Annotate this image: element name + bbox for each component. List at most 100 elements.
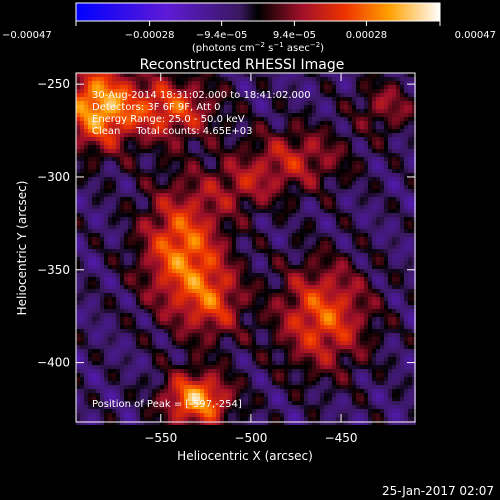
heatmap-cell	[268, 257, 272, 261]
heatmap-cell	[356, 261, 360, 265]
heatmap-cell	[124, 241, 128, 245]
heatmap-cell	[360, 217, 364, 221]
heatmap-cell	[172, 125, 176, 129]
heatmap-cell	[412, 149, 416, 153]
heatmap-cell	[192, 73, 196, 77]
heatmap-cell	[220, 209, 224, 213]
heatmap-cell	[116, 205, 120, 209]
heatmap-cell	[108, 173, 112, 177]
heatmap-cell	[276, 117, 280, 121]
heatmap-cell	[280, 133, 284, 137]
heatmap-cell	[348, 289, 352, 293]
heatmap-cell	[292, 209, 296, 213]
heatmap-cell	[400, 285, 404, 289]
heatmap-cell	[284, 273, 288, 277]
heatmap-cell	[200, 141, 204, 145]
heatmap-cell	[76, 277, 80, 281]
heatmap-cell	[352, 245, 356, 249]
heatmap-cell	[332, 165, 336, 169]
heatmap-cell	[344, 209, 348, 213]
heatmap-cell	[172, 253, 176, 257]
heatmap-cell	[184, 145, 188, 149]
heatmap-cell	[260, 229, 264, 233]
heatmap-cell	[388, 297, 392, 301]
heatmap-cell	[140, 205, 144, 209]
heatmap-cell	[356, 233, 360, 237]
heatmap-cell	[196, 277, 200, 281]
heatmap-cell	[348, 125, 352, 129]
heatmap-cell	[392, 269, 396, 273]
heatmap-cell	[204, 105, 208, 109]
heatmap-cell	[248, 213, 252, 217]
heatmap-cell	[132, 277, 136, 281]
heatmap-cell	[144, 301, 148, 305]
heatmap-cell	[332, 237, 336, 241]
heatmap-cell	[328, 153, 332, 157]
heatmap-cell	[396, 273, 400, 277]
heatmap-cell	[160, 293, 164, 297]
heatmap-cell	[408, 129, 412, 133]
heatmap-cell	[124, 89, 128, 93]
heatmap-cell	[80, 125, 84, 129]
heatmap-cell	[384, 129, 388, 133]
heatmap-cell	[112, 197, 116, 201]
heatmap-cell	[268, 113, 272, 117]
heatmap-cell	[344, 233, 348, 237]
heatmap-cell	[104, 273, 108, 277]
heatmap-cell	[364, 249, 368, 253]
heatmap-cell	[228, 101, 232, 105]
heatmap-cell	[332, 241, 336, 245]
heatmap-cell	[308, 81, 312, 85]
heatmap-cell	[268, 297, 272, 301]
heatmap-cell	[160, 229, 164, 233]
heatmap-cell	[328, 293, 332, 297]
heatmap-cell	[280, 221, 284, 225]
heatmap-cell	[380, 277, 384, 281]
heatmap-cell	[84, 297, 88, 301]
heatmap-cell	[104, 77, 108, 81]
heatmap-cell	[368, 117, 372, 121]
heatmap-cell	[240, 109, 244, 113]
heatmap-cell	[364, 209, 368, 213]
heatmap-cell	[212, 113, 216, 117]
heatmap-cell	[272, 217, 276, 221]
heatmap-cell	[84, 209, 88, 213]
heatmap-cell	[284, 129, 288, 133]
heatmap-cell	[264, 185, 268, 189]
heatmap-cell	[332, 301, 336, 305]
heatmap-cell	[284, 105, 288, 109]
heatmap-cell	[400, 241, 404, 245]
heatmap-cell	[296, 289, 300, 293]
heatmap-cell	[96, 81, 100, 85]
heatmap-cell	[132, 217, 136, 221]
heatmap-cell	[80, 297, 84, 301]
heatmap-cell	[208, 133, 212, 137]
heatmap-cell	[176, 257, 180, 261]
heatmap-cell	[184, 137, 188, 141]
heatmap-cell	[84, 197, 88, 201]
heatmap-cell	[260, 185, 264, 189]
heatmap-cell	[100, 189, 104, 193]
heatmap-cell	[300, 125, 304, 129]
heatmap-cell	[96, 201, 100, 205]
heatmap-cell	[172, 205, 176, 209]
heatmap-cell	[212, 233, 216, 237]
heatmap-cell	[192, 133, 196, 137]
heatmap-cell	[84, 89, 88, 93]
heatmap-cell	[336, 121, 340, 125]
heatmap-cell	[160, 301, 164, 305]
heatmap-cell	[412, 105, 416, 109]
heatmap-cell	[312, 241, 316, 245]
heatmap-cell	[408, 105, 412, 109]
heatmap-cell	[348, 209, 352, 213]
heatmap-cell	[128, 117, 132, 121]
heatmap-cell	[232, 281, 236, 285]
heatmap-cell	[84, 177, 88, 181]
heatmap-cell	[160, 153, 164, 157]
heatmap-cell	[300, 245, 304, 249]
heatmap-cell	[192, 197, 196, 201]
heatmap-cell	[172, 285, 176, 289]
heatmap-cell	[336, 245, 340, 249]
heatmap-cell	[256, 101, 260, 105]
heatmap-cell	[268, 125, 272, 129]
